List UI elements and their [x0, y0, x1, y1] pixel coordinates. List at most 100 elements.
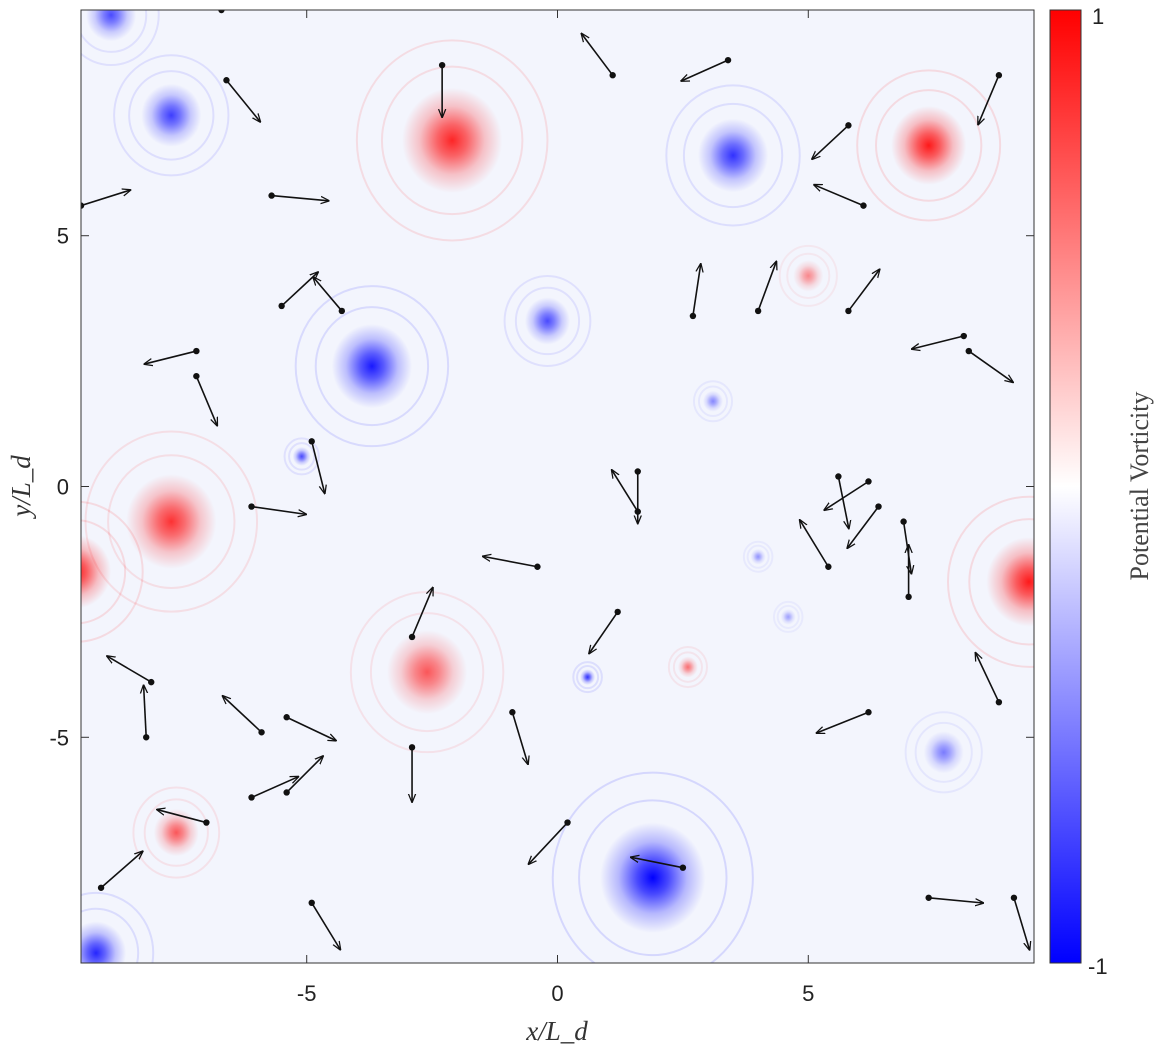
velocity-arrow	[612, 470, 639, 513]
particle-dot	[278, 302, 285, 310]
vortex-ring	[576, 665, 600, 690]
velocity-arrow	[144, 685, 147, 738]
particle-dot	[148, 678, 155, 686]
vortex-ring	[968, 518, 1034, 646]
velocity-arrow	[271, 194, 329, 201]
vortex-ring	[369, 612, 485, 733]
velocity-arrow	[968, 350, 1013, 382]
velocity-arrow	[218, 10, 222, 11]
particle-dot	[995, 72, 1003, 79]
vortex-ring	[776, 604, 800, 629]
velocity-arrow	[800, 520, 830, 568]
vortex-ring	[288, 442, 316, 471]
negative-vortex	[86, 10, 137, 42]
velocity-arrow	[847, 506, 880, 549]
particle-dot	[614, 608, 621, 616]
vortex-ring	[772, 600, 804, 633]
particle-dot	[860, 202, 867, 209]
velocity-arrow	[251, 505, 307, 515]
vortex-ring	[786, 252, 831, 299]
velocity-arrow	[816, 711, 869, 733]
particle-dot	[283, 714, 290, 721]
vortex-ring	[778, 244, 838, 307]
particle-dot	[925, 894, 932, 901]
colorbar-gradient	[1049, 9, 1082, 964]
vortex-ring	[856, 69, 1002, 222]
vortex-ring	[572, 661, 603, 694]
vortex-ring	[503, 274, 592, 368]
x-tick-label: 5	[802, 981, 814, 1006]
velocity-arrow	[225, 79, 260, 122]
positive-vortex	[402, 87, 503, 194]
vortex-ring	[380, 65, 524, 216]
particle-dot	[248, 503, 255, 510]
vortex-ring	[742, 540, 774, 573]
vortex-ring	[81, 907, 140, 963]
particle-dot	[1010, 894, 1018, 901]
colorbar-min-label: -1	[1088, 954, 1108, 979]
vortex-ring	[107, 454, 236, 589]
velocity-arrow	[81, 190, 130, 207]
negative-vortex	[331, 323, 413, 409]
vortex-ring	[665, 84, 801, 227]
particle-dot	[308, 899, 315, 907]
particle-dot	[223, 77, 230, 84]
vortex-ring	[84, 430, 259, 613]
negative-vortex	[702, 390, 724, 412]
particle-dot	[875, 503, 882, 510]
vortex-ring	[746, 544, 770, 569]
vortex-ring	[875, 89, 983, 202]
particle-dot	[724, 56, 732, 64]
particle-dot	[193, 372, 200, 380]
velocity-arrow	[692, 264, 701, 317]
particle-dot	[754, 307, 762, 315]
vortex-ring	[113, 54, 230, 177]
negative-vortex	[580, 669, 596, 685]
particle-dot	[268, 192, 275, 199]
particle-dot	[534, 563, 541, 570]
x-tick-label: 0	[551, 981, 563, 1006]
particle-dot	[965, 347, 972, 355]
velocity-arrow	[100, 851, 143, 889]
velocity-arrow	[157, 810, 207, 824]
vortex-ring	[314, 306, 430, 427]
colorbar-label: Potential Vorticity	[1125, 392, 1154, 581]
negative-vortex	[750, 548, 766, 565]
velocity-arrow	[581, 34, 614, 76]
particle-dot	[634, 468, 641, 475]
vortex-layer	[81, 10, 1034, 963]
particle-dot	[143, 734, 150, 741]
particle-dot	[248, 794, 255, 801]
positive-vortex	[986, 537, 1034, 627]
particle-dot	[835, 473, 842, 480]
positive-vortex	[386, 629, 468, 715]
velocity-arrow	[812, 124, 849, 159]
vortex-ring	[914, 721, 973, 783]
velocity-arrow	[286, 756, 323, 794]
particle-dot	[900, 518, 907, 525]
positive-vortex	[153, 808, 199, 857]
positive-vortex	[81, 535, 112, 609]
negative-vortex	[780, 609, 796, 625]
vortex-ring	[81, 891, 155, 963]
velocity-arrow	[1013, 897, 1030, 950]
velocity-arrow	[847, 269, 879, 312]
negative-vortex	[600, 822, 706, 934]
particle-dot	[308, 438, 315, 445]
particle-dot	[564, 819, 571, 826]
velocity-arrow	[975, 653, 1000, 703]
particle-dot	[283, 789, 290, 796]
particle-dot	[825, 563, 832, 570]
particle-dot	[865, 709, 872, 716]
velocity-arrow	[195, 375, 217, 425]
positive-vortex	[891, 105, 967, 185]
y-axis: 5 0 -5	[49, 224, 1034, 750]
particle-dot	[865, 478, 872, 485]
particle-dot	[509, 709, 516, 716]
y-tick-label: 5	[57, 224, 69, 249]
particle-dot	[960, 332, 967, 340]
vortex-ring	[578, 799, 728, 957]
velocity-arrow	[411, 588, 433, 638]
plot-background	[81, 10, 1034, 963]
